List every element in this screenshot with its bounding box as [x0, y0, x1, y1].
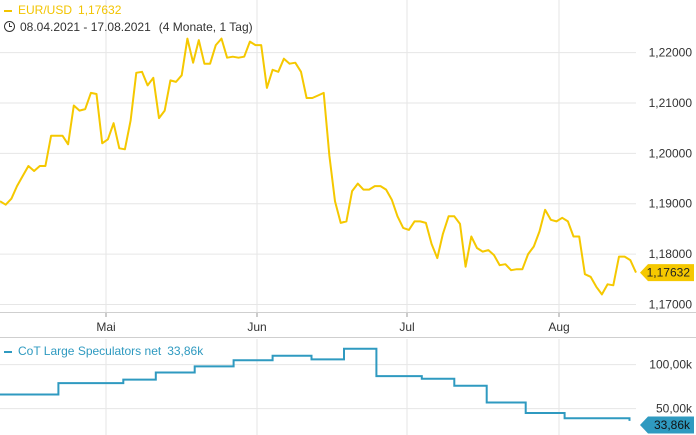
main-y-axis: 1,17000 1,18000 1,19000 1,20000 1,21000 1,220…: [649, 46, 693, 312]
sub-y-tick-label: 50,00k: [656, 402, 693, 416]
main-series-swatch: [4, 9, 12, 12]
sub-series-swatch: [4, 350, 12, 353]
y-tick-label: 1,18000: [649, 247, 693, 261]
cot-speculators-line: [0, 347, 631, 421]
last-value-text: 33,86k: [654, 418, 691, 432]
main-series-name: EUR/USD: [18, 3, 73, 17]
x-axis: Mai Jun Jul Aug: [0, 312, 696, 334]
sub-y-axis: 50,00k 100,00k: [649, 358, 693, 416]
y-tick-label: 1,19000: [649, 197, 693, 211]
eurusd-line: [0, 37, 637, 296]
sub-last-value-label: 33,86k: [640, 416, 694, 434]
main-grid: [0, 0, 636, 312]
last-value-text: 1,17632: [647, 266, 691, 280]
y-tick-label: 1,21000: [649, 96, 693, 110]
last-value-badge: [640, 264, 694, 282]
x-tick-label: Jul: [399, 320, 414, 334]
date-range-text: 08.04.2021 - 17.08.2021: [20, 20, 151, 34]
clock-icon: [4, 21, 15, 32]
sub-series-name: CoT Large Speculators net: [18, 344, 162, 358]
main-legend[interactable]: EUR/USD 1,17632: [4, 3, 121, 17]
x-tick-label: Aug: [548, 320, 569, 334]
y-tick-label: 1,17000: [649, 297, 693, 311]
sub-legend[interactable]: CoT Large Speculators net 33,86k: [4, 344, 203, 358]
sub-y-tick-label: 100,00k: [649, 358, 693, 372]
sub-series-value: 33,86k: [167, 344, 204, 358]
duration-text: (4 Monate, 1 Tag): [158, 20, 253, 34]
y-tick-label: 1,20000: [649, 146, 693, 160]
x-tick-label: Mai: [96, 320, 115, 334]
last-value-badge: [640, 416, 694, 434]
y-tick-label: 1,22000: [649, 46, 693, 60]
x-tick-label: Jun: [247, 320, 266, 334]
sub-grid: [0, 339, 636, 435]
main-last-value-label: 1,17632: [640, 264, 694, 282]
date-range[interactable]: 08.04.2021 - 17.08.2021 (4 Monate, 1 Tag): [4, 20, 253, 34]
main-series-value: 1,17632: [78, 3, 122, 17]
